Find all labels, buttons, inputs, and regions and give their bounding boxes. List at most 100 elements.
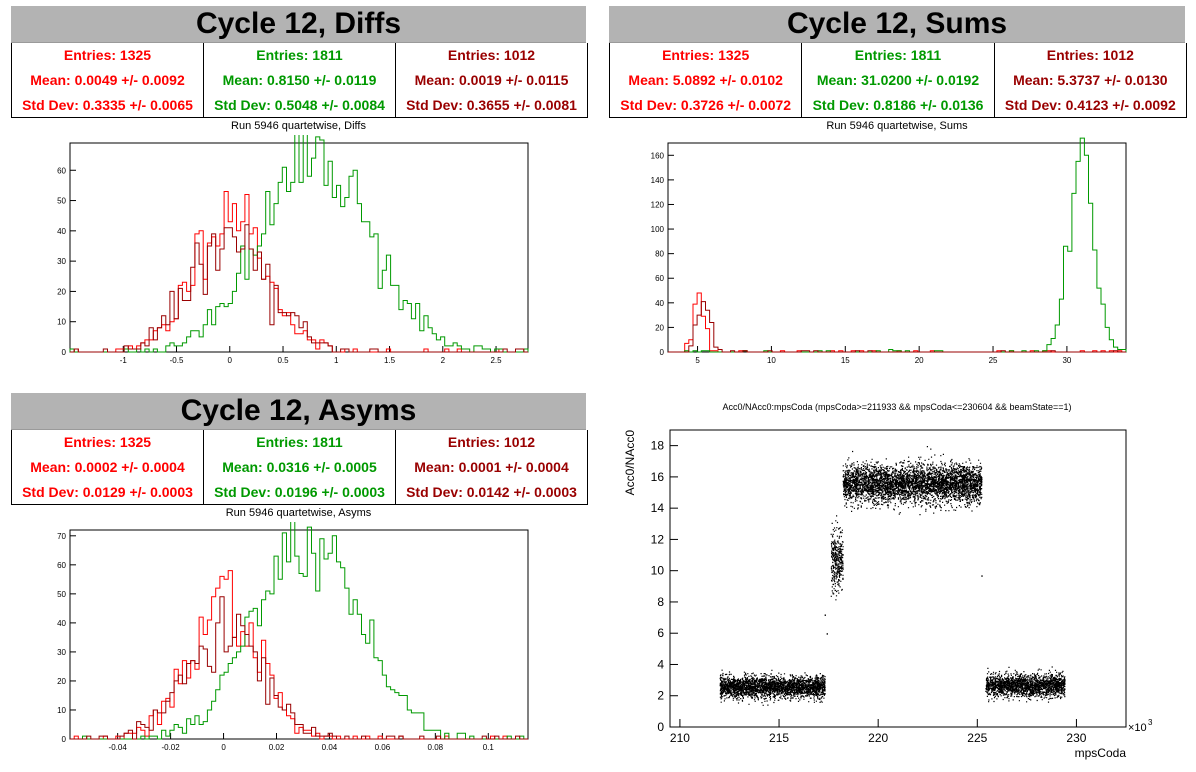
stat-mean: Mean: 0.8150 +/- 0.0119 [222, 71, 377, 88]
stat-mean: Mean: 0.0001 +/- 0.0004 [414, 458, 569, 475]
x-tick-label: -0.5 [170, 356, 184, 365]
stat-std: Std Dev: 0.0196 +/- 0.0003 [214, 483, 385, 500]
x-tick-label: -0.04 [109, 743, 128, 752]
y-tick-label: 10 [57, 706, 66, 715]
x-tick-label: 0.5 [277, 356, 289, 365]
scatter-plot: 210 215 220 225 230 0 2 4 6 8 10 12 14 16 18 mpsCoda Acc… [623, 429, 1153, 760]
asyms-stats-box: Entries: 1325 Mean: 0.0002 +/- 0.0004 St… [11, 430, 588, 505]
y-tick-label: 30 [57, 648, 66, 657]
asyms-subtitle: Run 5946 quartetwise, Asyms [225, 507, 372, 519]
x-tick-label: 215 [769, 731, 789, 745]
x-tick-label: 0.1 [483, 743, 495, 752]
y-tick-label: 50 [57, 590, 66, 599]
diffs-stats-red: Entries: 1325 Mean: 0.0049 +/- 0.0092 St… [12, 43, 204, 117]
stat-std: Std Dev: 0.0142 +/- 0.0003 [406, 483, 577, 500]
y-tick-label: 70 [57, 532, 66, 541]
y-tick-label: 0 [657, 720, 664, 734]
stat-std: Std Dev: 0.4123 +/- 0.0092 [1004, 96, 1176, 113]
stat-mean: Mean: 0.0002 +/- 0.0004 [30, 458, 185, 475]
diffs-histogram: -1 -0.5 0 0.5 1 1.5 2 2.5 0 10 20 30 40 50 60 [57, 135, 529, 365]
sums-stats-darkred: Entries: 1012 Mean: 5.3737 +/- 0.0130 St… [995, 43, 1186, 117]
x-tick-label: 10 [767, 356, 776, 365]
histogram-series-darkred [70, 224, 528, 353]
stat-std: Std Dev: 0.3726 +/- 0.0072 [620, 96, 792, 113]
y-tick-label: 80 [655, 250, 664, 259]
asyms-stats-green: Entries: 1811 Mean: 0.0316 +/- 0.0005 St… [204, 430, 396, 504]
y-tick-label: 60 [655, 274, 664, 283]
stat-entries: Entries: 1811 [256, 47, 343, 64]
sums-title-banner: Cycle 12, Sums [609, 6, 1185, 43]
y-tick-label: 14 [651, 501, 665, 515]
asyms-stats-darkred: Entries: 1012 Mean: 0.0001 +/- 0.0004 St… [396, 430, 587, 504]
histogram-series-darkred [668, 301, 1126, 353]
y-tick-label: 0 [62, 348, 67, 357]
stat-entries: Entries: 1325 [662, 47, 750, 64]
diffs-subtitle: Run 5946 quartetwise, Diffs [231, 120, 366, 132]
diffs-stats-darkred: Entries: 1012 Mean: 0.0019 +/- 0.0115 St… [396, 43, 587, 117]
stat-mean: Mean: 31.0200 +/- 0.0192 [816, 71, 980, 88]
x-tick-label: 220 [868, 731, 888, 745]
y-tick-label: 60 [57, 561, 66, 570]
x-tick-label: 1.5 [384, 356, 396, 365]
histogram-series-darkred [70, 596, 528, 740]
y-tick-label: 20 [655, 323, 664, 332]
x-tick-label: -0.02 [161, 743, 180, 752]
stat-mean: Mean: 5.0892 +/- 0.0102 [628, 71, 783, 88]
x-axis-multiplier-exponent: 3 [1148, 718, 1153, 727]
x-tick-label: -1 [120, 356, 128, 365]
asyms-title: Cycle 12, Asyms [180, 394, 417, 427]
diffs-title: Cycle 12, Diffs [195, 7, 402, 40]
y-tick-label: 2 [657, 689, 664, 703]
y-tick-label: 8 [657, 595, 664, 609]
x-tick-label: 0.04 [322, 743, 338, 752]
asyms-histogram: -0.04 -0.02 0 0.02 0.04 0.06 0.08 0.1 0 10 20 30 40 5… [57, 522, 529, 752]
plot-frame [667, 142, 1127, 353]
y-tick-label: 100 [651, 225, 665, 234]
x-tick-label: 230 [1066, 731, 1086, 745]
sums-stats-green: Entries: 1811 Mean: 31.0200 +/- 0.0192 S… [802, 43, 995, 117]
x-tick-label: 0.02 [269, 743, 285, 752]
plot-frame [69, 529, 529, 740]
histogram-series-red [70, 570, 528, 740]
x-tick-label: 5 [695, 356, 700, 365]
y-tick-label: 16 [651, 470, 665, 484]
stat-entries: Entries: 1811 [256, 434, 343, 451]
sums-title: Cycle 12, Sums [786, 7, 1008, 40]
histogram-series-red [668, 292, 1126, 353]
y-tick-label: 20 [57, 677, 66, 686]
y-tick-label: 30 [57, 257, 66, 266]
stat-std: Std Dev: 0.3655 +/- 0.0081 [406, 96, 577, 113]
x-tick-label: 0 [228, 356, 233, 365]
y-axis-label: Acc0/NAcc0 [623, 430, 637, 496]
stat-entries: Entries: 1012 [447, 434, 536, 451]
y-tick-label: 18 [651, 439, 665, 453]
y-tick-label: 10 [651, 564, 665, 578]
x-tick-label: 2 [441, 356, 446, 365]
histogram-series-green [70, 522, 528, 740]
y-tick-label: 0 [660, 348, 665, 357]
x-tick-label: 1 [334, 356, 339, 365]
histogram-series-green [668, 137, 1127, 353]
stat-std: Std Dev: 0.5048 +/- 0.0084 [214, 96, 385, 113]
y-tick-label: 40 [655, 299, 664, 308]
stat-mean: Mean: 0.0049 +/- 0.0092 [30, 71, 185, 88]
stat-std: Std Dev: 0.0129 +/- 0.0003 [22, 483, 193, 500]
y-tick-label: 20 [57, 287, 66, 296]
x-tick-label: 0 [221, 743, 226, 752]
x-tick-label: 0.08 [428, 743, 444, 752]
x-tick-label: 25 [989, 356, 998, 365]
sums-stats-red: Entries: 1325 Mean: 5.0892 +/- 0.0102 St… [610, 43, 803, 117]
x-tick-label: 30 [1062, 356, 1071, 365]
diffs-stats-box: Entries: 1325 Mean: 0.0049 +/- 0.0092 St… [11, 43, 588, 118]
scatter-points [719, 446, 1066, 706]
x-tick-label: 0.06 [375, 743, 391, 752]
x-axis-multiplier: ×10 [1128, 722, 1147, 734]
stat-std: Std Dev: 0.3335 +/- 0.0065 [22, 96, 193, 113]
stat-entries: Entries: 1325 [63, 47, 152, 64]
stat-entries: Entries: 1012 [447, 47, 536, 64]
x-tick-label: 15 [841, 356, 850, 365]
scatter-title: Acc0/NAcc0:mpsCoda (mpsCoda>=211933 && m… [722, 402, 1072, 412]
histogram-series-green [69, 135, 529, 353]
x-tick-label: 20 [915, 356, 924, 365]
stat-mean: Mean: 0.0019 +/- 0.0115 [414, 71, 569, 88]
